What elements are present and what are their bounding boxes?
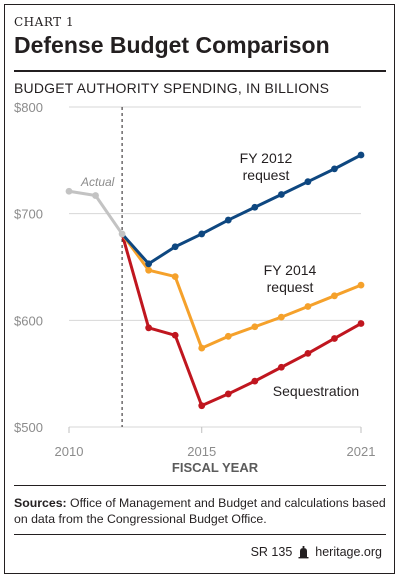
data-point: [331, 165, 338, 173]
data-point: [198, 402, 206, 410]
data-point: [65, 187, 73, 195]
data-point: [171, 243, 179, 251]
data-point: [251, 203, 259, 211]
x-tick-label: 2010: [55, 444, 84, 459]
series-line: [120, 233, 362, 408]
data-point: [277, 313, 285, 321]
series-line: [120, 153, 362, 266]
series-label: request: [267, 279, 314, 295]
sources-text: Office of Management and Budget and calc…: [14, 496, 386, 526]
data-point: [198, 230, 206, 238]
data-point: [304, 350, 312, 357]
data-point: [171, 331, 179, 339]
data-point: [171, 273, 179, 280]
data-point: [145, 324, 153, 332]
liberty-bell-icon: [298, 545, 309, 559]
sources-note: Sources: Office of Management and Budget…: [14, 495, 386, 527]
series-label-actual: Actual: [80, 175, 115, 189]
data-point: [331, 292, 338, 300]
y-tick-label: $700: [14, 207, 43, 222]
data-point: [304, 303, 312, 310]
data-point: [357, 281, 365, 289]
data-point: [251, 377, 259, 385]
data-point: [145, 266, 153, 274]
y-tick-label: $800: [14, 100, 43, 115]
title-divider: [14, 70, 386, 72]
data-point: [357, 151, 365, 159]
x-tick-label: 2015: [187, 444, 216, 459]
data-point: [251, 323, 259, 331]
series-label: FY 2014: [264, 262, 317, 278]
chart-number: CHART 1: [14, 15, 75, 29]
data-point: [145, 260, 153, 268]
chart-subtitle: BUDGET AUTHORITY SPENDING, IN BILLIONS: [14, 80, 330, 96]
data-point: [304, 178, 312, 186]
series-label: Sequestration: [273, 383, 359, 399]
y-tick-label: $600: [14, 313, 43, 328]
data-point: [331, 335, 338, 342]
site-name: heritage.org: [315, 545, 382, 559]
series-label: FY 2012: [240, 150, 293, 166]
sources-divider: [14, 485, 386, 486]
sources-label: Sources:: [14, 496, 67, 510]
y-tick-label: $500: [14, 420, 43, 435]
data-point: [357, 320, 365, 327]
chart-title: Defense Budget Comparison: [14, 32, 330, 58]
data-point: [224, 332, 232, 340]
data-point: [118, 230, 126, 238]
series-label: request: [243, 167, 290, 183]
data-point: [224, 216, 232, 224]
series-line: [120, 233, 362, 350]
chart-frame: [4, 4, 395, 574]
x-tick-label: 2021: [347, 444, 376, 459]
footer-divider: [14, 534, 386, 535]
report-id: SR 135: [250, 545, 293, 559]
data-point: [277, 191, 285, 198]
footer: SR 135 heritage.org: [251, 545, 382, 559]
x-axis-title: FISCAL YEAR: [172, 460, 259, 475]
data-point: [224, 390, 232, 398]
data-point: [277, 363, 285, 371]
data-point: [198, 344, 206, 352]
data-point: [92, 192, 99, 199]
